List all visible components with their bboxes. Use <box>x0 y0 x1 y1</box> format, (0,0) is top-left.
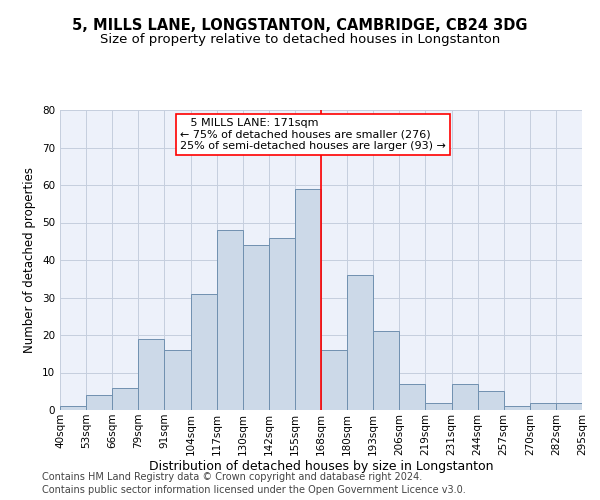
Text: Contains HM Land Registry data © Crown copyright and database right 2024.: Contains HM Land Registry data © Crown c… <box>42 472 422 482</box>
Bar <box>191 294 217 410</box>
Bar <box>164 350 191 410</box>
Text: Size of property relative to detached houses in Longstanton: Size of property relative to detached ho… <box>100 32 500 46</box>
Text: 5 MILLS LANE: 171sqm   
← 75% of detached houses are smaller (276)
25% of semi-d: 5 MILLS LANE: 171sqm ← 75% of detached h… <box>180 118 446 150</box>
Bar <box>425 402 452 410</box>
Bar <box>504 406 530 410</box>
Bar <box>556 402 582 410</box>
Bar <box>60 406 86 410</box>
Bar <box>243 245 269 410</box>
Bar <box>347 275 373 410</box>
Text: Contains public sector information licensed under the Open Government Licence v3: Contains public sector information licen… <box>42 485 466 495</box>
Bar <box>217 230 243 410</box>
Bar <box>86 395 112 410</box>
Bar <box>452 384 478 410</box>
Bar <box>139 339 164 410</box>
Bar <box>321 350 347 410</box>
Y-axis label: Number of detached properties: Number of detached properties <box>23 167 37 353</box>
Bar <box>295 188 321 410</box>
Text: 5, MILLS LANE, LONGSTANTON, CAMBRIDGE, CB24 3DG: 5, MILLS LANE, LONGSTANTON, CAMBRIDGE, C… <box>72 18 528 32</box>
Bar <box>269 238 295 410</box>
Bar <box>400 384 425 410</box>
Bar <box>112 388 139 410</box>
Bar <box>373 331 400 410</box>
X-axis label: Distribution of detached houses by size in Longstanton: Distribution of detached houses by size … <box>149 460 493 473</box>
Bar <box>530 402 556 410</box>
Bar <box>478 391 504 410</box>
